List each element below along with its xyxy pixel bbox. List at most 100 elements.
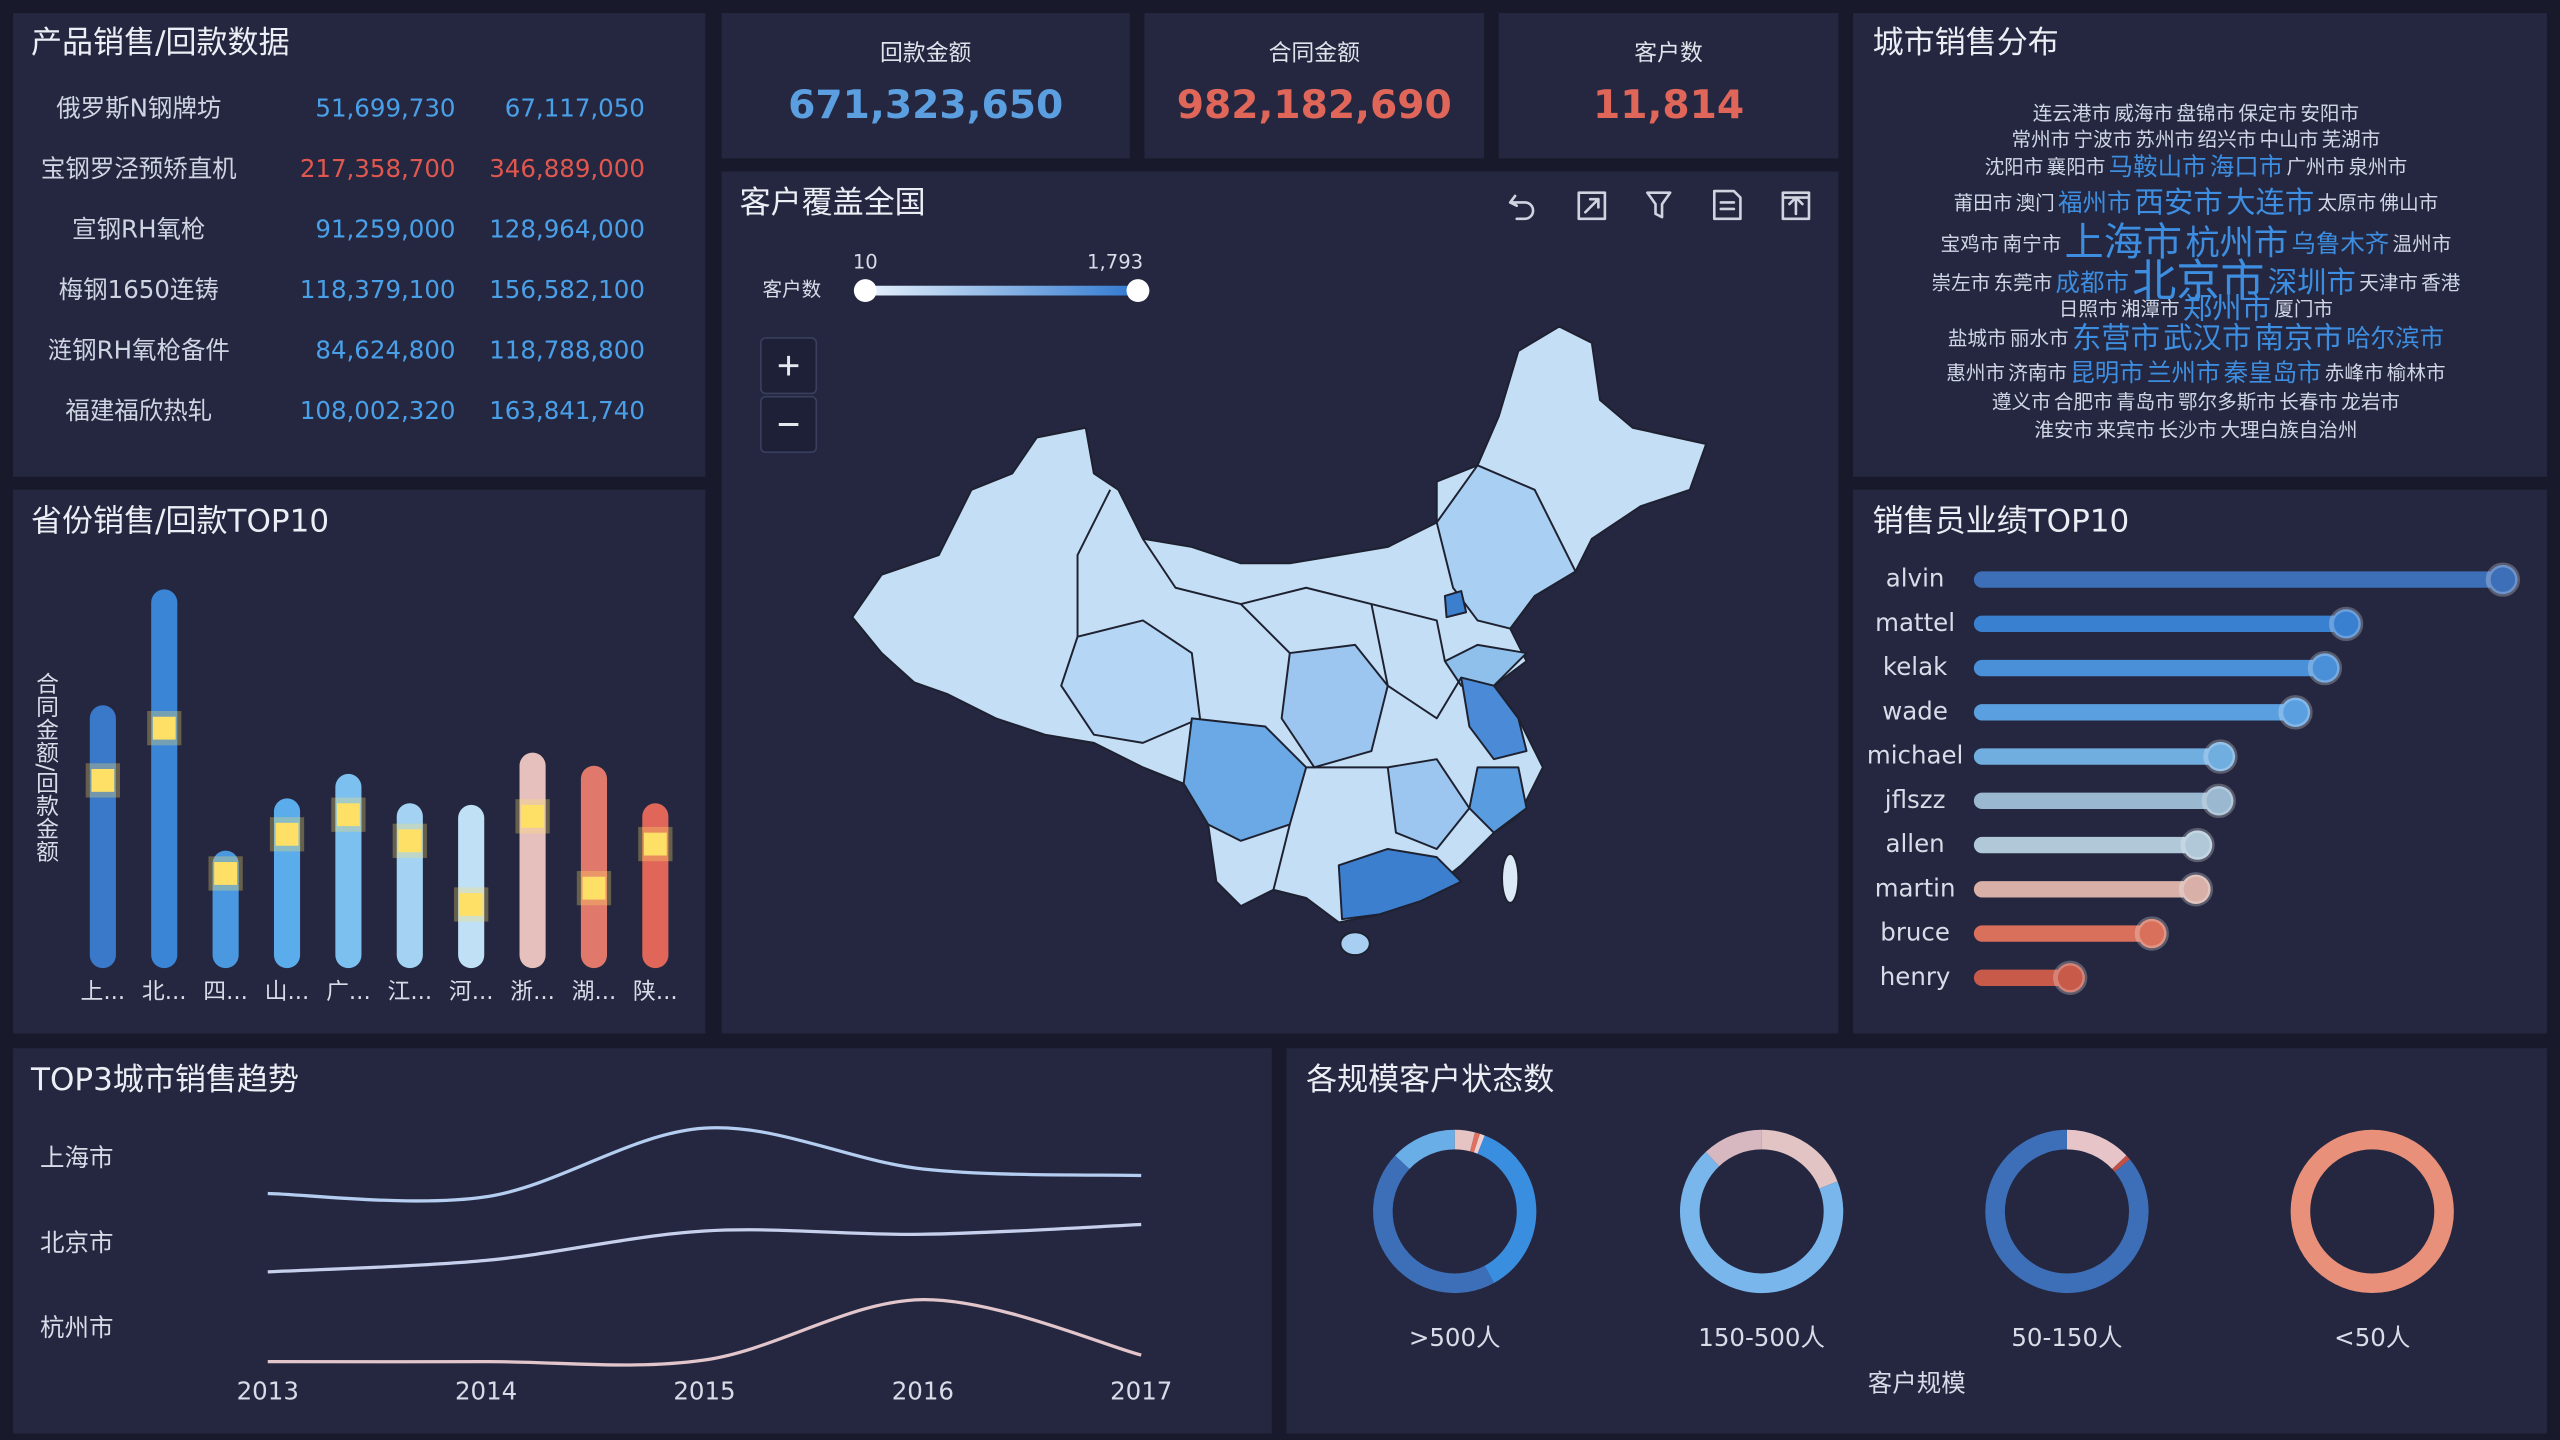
payment-marker [392, 823, 427, 858]
cloud-word: 丽水市 [2010, 327, 2069, 350]
panel [1853, 13, 2547, 477]
kpi-value: 11,814 [1593, 83, 1744, 128]
bar-end [2053, 960, 2088, 995]
cloud-word: 天津市 [2359, 272, 2418, 295]
cloud-word: 保定市 [2238, 102, 2297, 125]
cloud-word: 青岛市 [2116, 391, 2175, 414]
x-tick-label: 湖... [572, 979, 617, 1005]
cloud-word: 西安市 [2135, 186, 2223, 220]
y-tick-label: kelak [1883, 652, 1948, 681]
payment-marker [331, 797, 366, 832]
panel [1498, 13, 1839, 159]
cloud-word: 崇左市 [1932, 272, 1991, 295]
data-view-button[interactable] [1708, 184, 1747, 223]
bar-end [2203, 739, 2238, 774]
cloud-word: 哈尔滨市 [2346, 324, 2444, 353]
series-label: 北京市 [40, 1228, 113, 1257]
panel-title: 各规模客户状态数 [1306, 1062, 1554, 1098]
x-tick-label: 2016 [892, 1377, 954, 1406]
panel [721, 13, 1130, 159]
undo-button[interactable] [1504, 184, 1543, 223]
cloud-word: 佛山市 [2380, 192, 2439, 215]
zoom-in-button[interactable] [760, 337, 818, 395]
save-button[interactable] [1776, 184, 1815, 223]
donut-segment [2290, 1129, 2454, 1294]
x-tick-label: 150-500人 [1698, 1323, 1825, 1352]
x-tick-label: <50人 [2334, 1323, 2410, 1352]
cloud-word: 合肥市 [2054, 391, 2113, 414]
panel-title: TOP3城市销售趋势 [30, 1062, 299, 1098]
cloud-word: 安阳市 [2300, 102, 2359, 125]
zoom-out-button[interactable] [760, 395, 818, 454]
cloud-word: 盐城市 [1948, 327, 2007, 350]
visual-map-handle[interactable] [853, 279, 877, 303]
bar [151, 589, 178, 969]
cloud-word: 惠州市 [1946, 361, 2005, 384]
china-map [851, 325, 1708, 957]
donut-segment [1477, 1135, 1537, 1283]
product-name: 福建福欣热轧 [65, 396, 212, 425]
product-name: 宝钢罗泾预矫直机 [41, 154, 237, 183]
cloud-word: 北京市 [2132, 256, 2264, 307]
cloud-word: 赤峰市 [2325, 361, 2384, 384]
cloud-word: 襄阳市 [2047, 156, 2106, 179]
bar [1973, 792, 2219, 809]
donut-segment [1470, 1132, 1480, 1153]
x-tick-label: 2014 [455, 1377, 517, 1406]
filter-button[interactable] [1639, 184, 1678, 223]
payment-marker [208, 856, 243, 891]
donut-segment [2112, 1155, 2130, 1172]
panel [1286, 1048, 2547, 1434]
cloud-word: 淮安市 [2034, 419, 2093, 442]
contract-amount: 346,889,000 [489, 154, 645, 183]
kpi-label: 合同金额 [1269, 40, 1361, 66]
bar [458, 804, 485, 969]
cloud-word: 福州市 [2058, 188, 2131, 217]
x-tick-label: 浙... [510, 979, 555, 1005]
bar-end [2307, 650, 2343, 686]
payment-marker [85, 763, 120, 798]
cloud-word: 昆明市 [2070, 358, 2143, 387]
payment-marker [576, 871, 612, 906]
y-tick-label: alvin [1886, 564, 1945, 593]
payment-amount: 91,259,000 [315, 215, 455, 244]
zoom-button[interactable] [1572, 184, 1611, 223]
visual-map-handle[interactable] [1126, 279, 1150, 303]
panel [1144, 13, 1485, 159]
x-tick-label: 上... [81, 979, 126, 1005]
donut-segment [1454, 1129, 1475, 1152]
cloud-word: 南宁市 [2003, 232, 2062, 255]
payment-amount: 108,002,320 [300, 396, 456, 425]
payment-marker [269, 817, 305, 852]
cloud-word: 湘潭市 [2121, 298, 2180, 321]
cloud-word: 东莞市 [1994, 272, 2053, 295]
cloud-word: 威海市 [2114, 102, 2173, 125]
cloud-word: 泉州市 [2348, 156, 2407, 179]
cloud-word: 乌鲁木齐 [2291, 229, 2389, 258]
x-tick-label: 2017 [1110, 1377, 1172, 1406]
payment-marker [638, 826, 673, 862]
product-name: 梅钢1650连铸 [59, 275, 219, 304]
cloud-word: 大理白族自治州 [2220, 419, 2357, 442]
x-tick-label: 四... [203, 979, 248, 1005]
kpi-value: 982,182,690 [1177, 83, 1452, 128]
cloud-word: 遵义市 [1992, 391, 2051, 414]
donut-segment [1761, 1129, 1838, 1189]
cloud-word: 成都市 [2056, 268, 2129, 297]
cloud-word: 上海市 [2065, 220, 2183, 265]
payment-amount: 217,358,700 [300, 154, 456, 183]
contract-amount: 67,117,050 [505, 93, 645, 122]
payment-amount: 118,379,100 [300, 275, 456, 304]
kpi-label: 客户数 [1634, 40, 1703, 66]
cloud-word: 杭州市 [2185, 223, 2288, 263]
cloud-word: 澳门 [2016, 192, 2055, 215]
bar [1973, 881, 2196, 898]
contract-amount: 156,582,100 [489, 275, 645, 304]
bar [1973, 925, 2152, 942]
bar [1973, 615, 2347, 632]
bar-end [2201, 783, 2236, 818]
cloud-word: 郑州市 [2183, 292, 2271, 326]
visual-map-label: 客户数 [762, 278, 821, 301]
cloud-word: 香港 [2421, 272, 2461, 295]
bar-end [2485, 562, 2521, 597]
